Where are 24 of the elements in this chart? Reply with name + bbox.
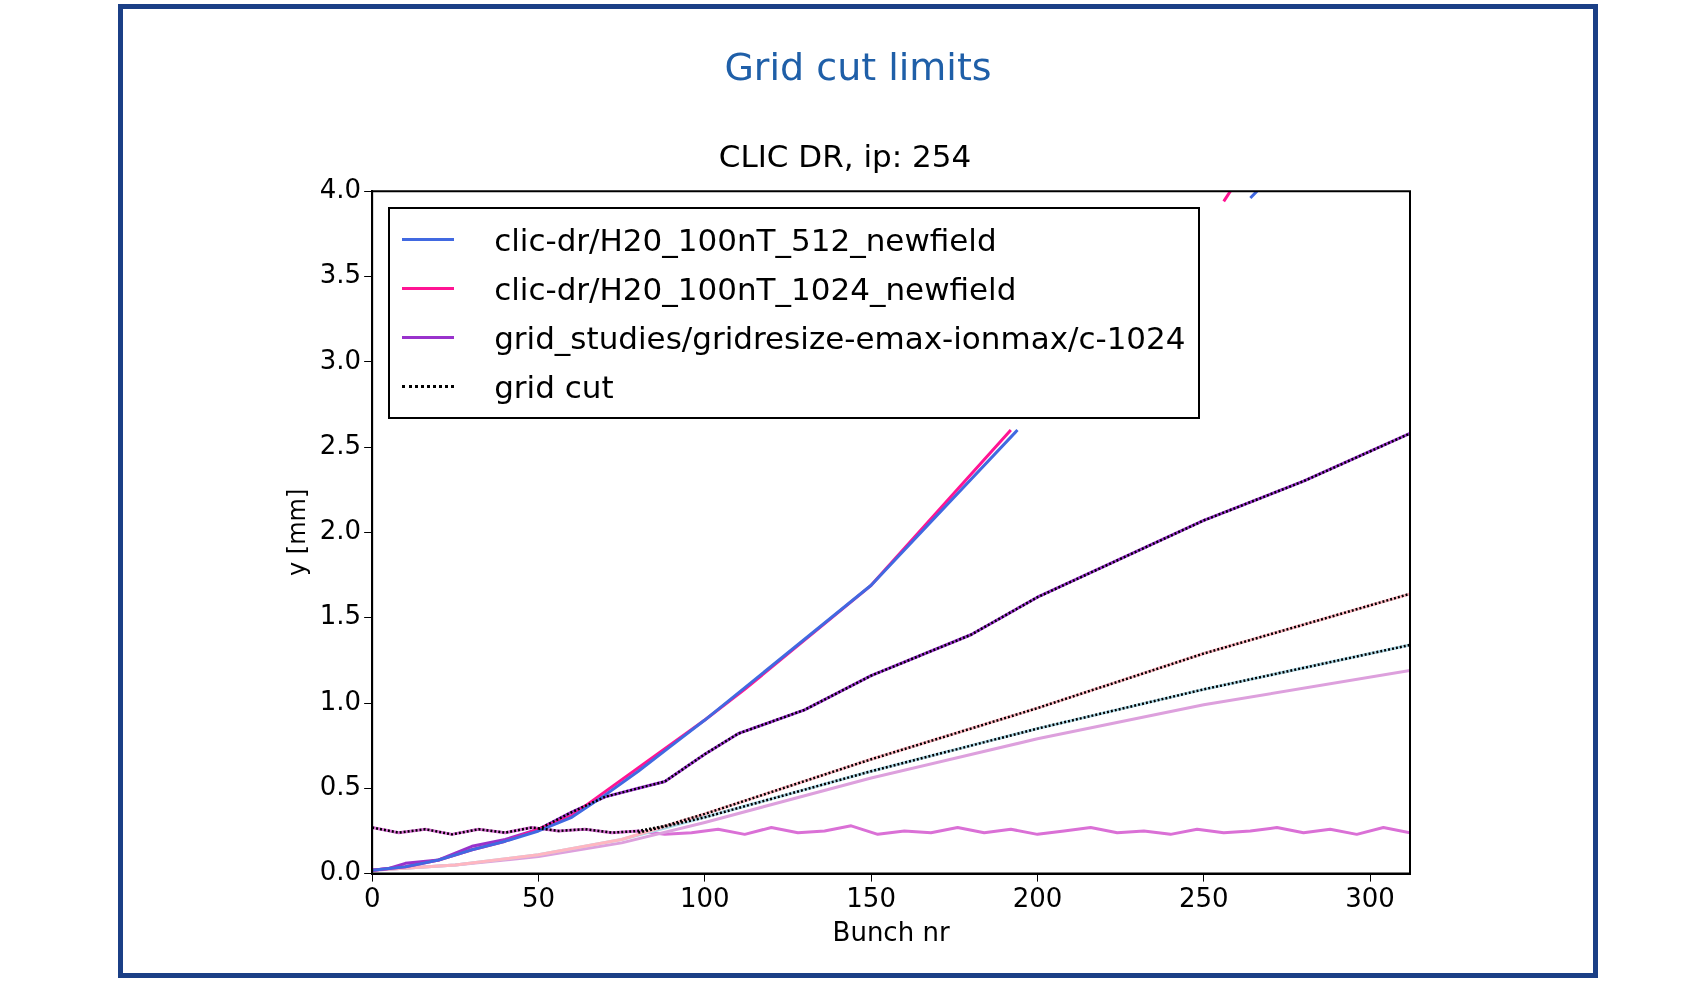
y-tick-label: 1.5 — [319, 600, 362, 631]
y-tick-label: 2.0 — [319, 515, 362, 546]
legend-label: clic-dr/H20_100nT_512_newfield — [494, 221, 997, 258]
y-tick-label: 3.0 — [319, 344, 362, 375]
x-tick-label: 150 — [846, 882, 896, 913]
legend-label: grid_studies/gridresize-emax-ionmax/c-1024 — [494, 319, 1186, 356]
y-axis-title: y [mm] — [282, 488, 311, 577]
legend-label: grid cut — [494, 368, 614, 405]
x-tick-label: 50 — [521, 882, 556, 913]
x-axis-title: Bunch nr — [832, 917, 950, 948]
y-tick-label: 4.0 — [319, 173, 362, 204]
x-tick-label: 250 — [1178, 882, 1229, 913]
y-tick-label: 2.5 — [319, 429, 362, 460]
y-tick-label: 1.0 — [319, 685, 362, 716]
y-tick-label: 0.5 — [319, 771, 362, 802]
chart-title: Grid cut limits — [723, 45, 993, 89]
y-tick-label: 3.5 — [319, 259, 362, 290]
y-tick-label: 0.0 — [319, 856, 362, 887]
x-tick-label: 100 — [679, 882, 730, 913]
x-tick-label: 300 — [1345, 882, 1395, 913]
legend-label: clic-dr/H20_100nT_1024_newfield — [494, 270, 1017, 307]
x-tick-label: 200 — [1012, 882, 1063, 913]
chart-subtitle: CLIC DR, ip: 254 — [718, 137, 972, 174]
x-tick-label: 0 — [363, 882, 381, 913]
